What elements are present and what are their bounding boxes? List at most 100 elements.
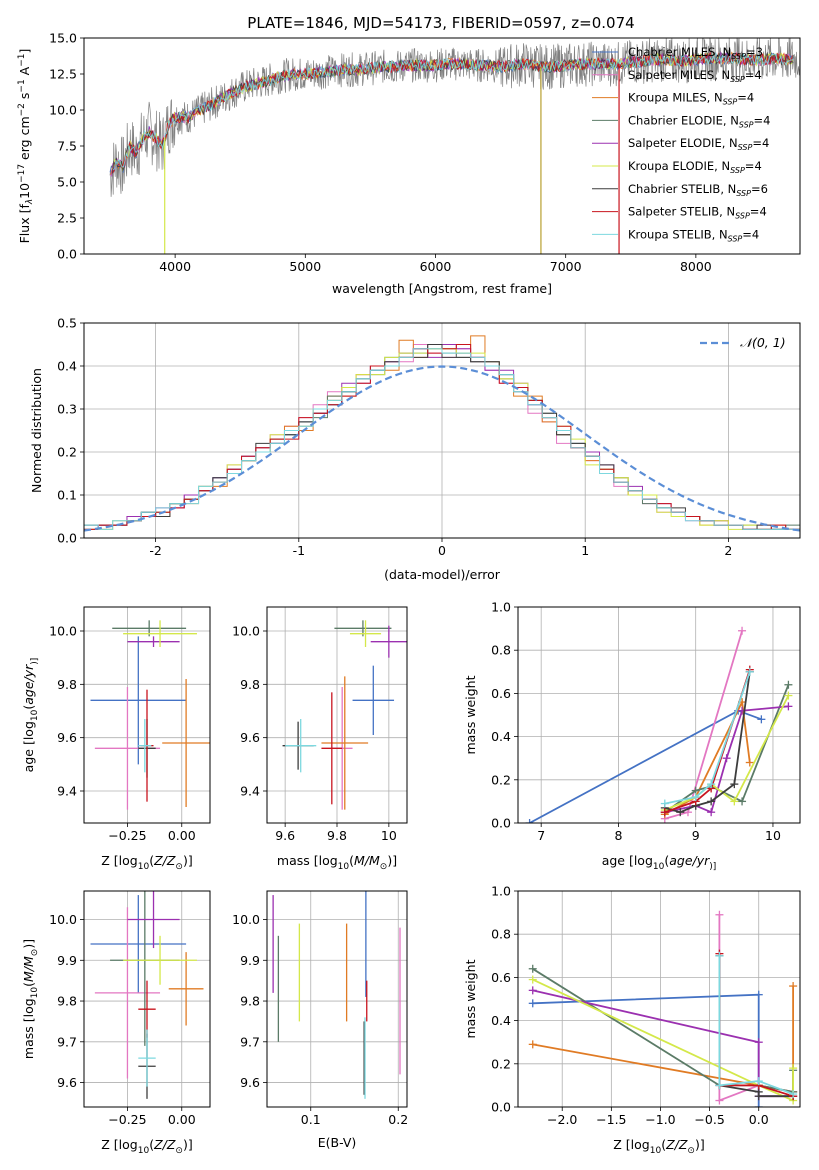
weight-line bbox=[718, 953, 794, 1098]
label-part: s bbox=[17, 93, 32, 104]
x-tick-label: 8 bbox=[614, 828, 622, 843]
weight-line bbox=[664, 705, 789, 814]
mass_vs_EBV-marks bbox=[272, 891, 401, 1099]
y-tick-label: 9.6 bbox=[240, 1075, 260, 1090]
weight-line bbox=[664, 698, 751, 816]
plot-frame bbox=[266, 606, 408, 824]
label-part: 10 bbox=[30, 987, 40, 999]
histogram-group bbox=[84, 335, 800, 538]
x-axis-label: (data-model)/error bbox=[384, 567, 501, 582]
plot-frame bbox=[517, 606, 801, 824]
y-tick-label: 0.3 bbox=[57, 402, 77, 417]
y-tick-label: 9.9 bbox=[57, 953, 77, 968]
x-axis-label: E(B-V) bbox=[318, 1135, 357, 1150]
label-part: Z/Z bbox=[153, 1137, 176, 1152]
label-part: , bbox=[723, 113, 730, 127]
y-tick-label: 0.2 bbox=[57, 445, 77, 460]
x-tick-label: -1 bbox=[293, 543, 305, 558]
label-part: )] bbox=[695, 1137, 705, 1152]
label-part: Z [log bbox=[613, 1137, 649, 1152]
plot-frame bbox=[83, 606, 211, 824]
y-tick-label: 2.5 bbox=[57, 211, 77, 226]
y-tick-label: 0.0 bbox=[491, 1100, 511, 1115]
y-tick-label: 9.8 bbox=[240, 994, 260, 1009]
spectrum-lines bbox=[109, 38, 800, 254]
label-part: 4 bbox=[754, 159, 761, 173]
label-part: 4 bbox=[752, 227, 759, 241]
x-tick-label: 0.00 bbox=[168, 1112, 196, 1127]
plot-frame bbox=[266, 890, 408, 1108]
x-tick-label: 4000 bbox=[159, 259, 191, 274]
mass_vs_EBV-axes: 0.1 0.2 9.6 9.7 9.8 9.9 10.0 bbox=[232, 891, 408, 1127]
label-part: erg cm bbox=[17, 116, 32, 164]
x-tick-label: −0.5 bbox=[694, 1112, 724, 1127]
label-part: 10 bbox=[138, 862, 150, 872]
x-tick-label: 0.0 bbox=[749, 1112, 769, 1127]
y-tick-label: 10.0 bbox=[49, 912, 77, 927]
model-spectrum-line bbox=[112, 52, 793, 171]
label-part: Kroupa STELIB bbox=[628, 227, 712, 241]
y-tick-label: 0.2 bbox=[491, 1056, 511, 1071]
label-part: ( bbox=[661, 1137, 666, 1152]
label-part: ⊙ bbox=[380, 862, 388, 872]
label-part: SSP bbox=[735, 212, 750, 221]
plot-frame bbox=[517, 890, 801, 1108]
x-axis-label: wavelength [Angstrom, rest frame] bbox=[332, 281, 552, 296]
label-part: age/yr bbox=[669, 853, 710, 868]
label-part: )] bbox=[30, 658, 40, 665]
label-part: N bbox=[728, 182, 737, 196]
label-part: )] bbox=[183, 1137, 193, 1152]
label-part: SSP bbox=[723, 98, 738, 107]
label-part: −1 bbox=[17, 54, 27, 67]
y-axis-label: age [log10(age/yr)] bbox=[21, 658, 40, 773]
y-tick-label: 0.0 bbox=[57, 247, 77, 262]
spectrum-axes: 4000 5000 6000 7000 8000 0.0 2.5 5.0 7.5 10.0 12.5… bbox=[49, 31, 712, 275]
label-part: N bbox=[723, 45, 732, 59]
y-tick-label: 10.0 bbox=[49, 624, 77, 639]
label-part: Z [log bbox=[101, 853, 137, 868]
label-part: M/M bbox=[21, 956, 36, 982]
x-axis-label: mass [log10(M/M⊙)] bbox=[277, 853, 397, 872]
legend-entry: Salpeter ELODIE, NSSP=4 bbox=[628, 136, 769, 152]
x-tick-label: −1.5 bbox=[596, 1112, 626, 1127]
label-part: 10 bbox=[30, 709, 40, 721]
y-tick-label: 12.5 bbox=[49, 67, 77, 82]
figure-title: PLATE=1846, MJD=54173, FIBERID=0597, z=0… bbox=[247, 14, 634, 32]
x-axis-label: Z [log10(Z/Z⊙)] bbox=[101, 1137, 192, 1156]
label-part: SSP bbox=[730, 166, 745, 175]
x-tick-label: 9 bbox=[692, 828, 700, 843]
label-part: )] bbox=[183, 853, 193, 868]
weight-line bbox=[532, 968, 794, 1093]
x-tick-label: 7000 bbox=[550, 259, 582, 274]
label-part: age [log bbox=[21, 721, 36, 772]
label-part: 4 bbox=[763, 113, 770, 127]
label-part: SSP bbox=[738, 143, 753, 152]
label-part: 10 bbox=[338, 862, 350, 872]
label-part: N bbox=[719, 227, 728, 241]
label-part: = bbox=[742, 227, 752, 241]
label-part: M/M bbox=[354, 853, 380, 868]
label-part: mass [log bbox=[277, 853, 338, 868]
y-tick-label: 0.8 bbox=[491, 643, 511, 658]
label-part: 10 bbox=[138, 1146, 150, 1156]
label-part: N bbox=[729, 136, 738, 150]
legend-entry: Kroupa ELODIE, NSSP=4 bbox=[628, 159, 762, 175]
y-tick-label: 0.5 bbox=[57, 316, 77, 331]
label-part: Z/Z bbox=[665, 1137, 688, 1152]
massweight_vs_Z-marks bbox=[528, 910, 798, 1107]
label-part: 10 bbox=[650, 1146, 662, 1156]
mass_vs_Z-marks bbox=[90, 891, 204, 1099]
label-part: ⊙ bbox=[175, 1146, 183, 1156]
x-tick-label: −0.25 bbox=[108, 828, 146, 843]
label-part: Salpeter STELIB bbox=[628, 205, 719, 219]
x-tick-label: 8000 bbox=[680, 259, 712, 274]
label-part: , bbox=[712, 227, 719, 241]
massweight_vs_age-marks bbox=[525, 626, 793, 823]
label-part: , bbox=[714, 159, 721, 173]
age_vs_mass-axes: 9.6 9.8 10 9.4 9.6 9.8 10.0 bbox=[232, 607, 407, 843]
legend-entry: Kroupa MILES, NSSP=4 bbox=[628, 91, 754, 107]
histogram-step bbox=[84, 348, 800, 538]
label-part: = bbox=[737, 91, 747, 105]
y-tick-label: 1.0 bbox=[491, 884, 511, 899]
legend-entry: Salpeter STELIB, NSSP=4 bbox=[628, 205, 767, 221]
